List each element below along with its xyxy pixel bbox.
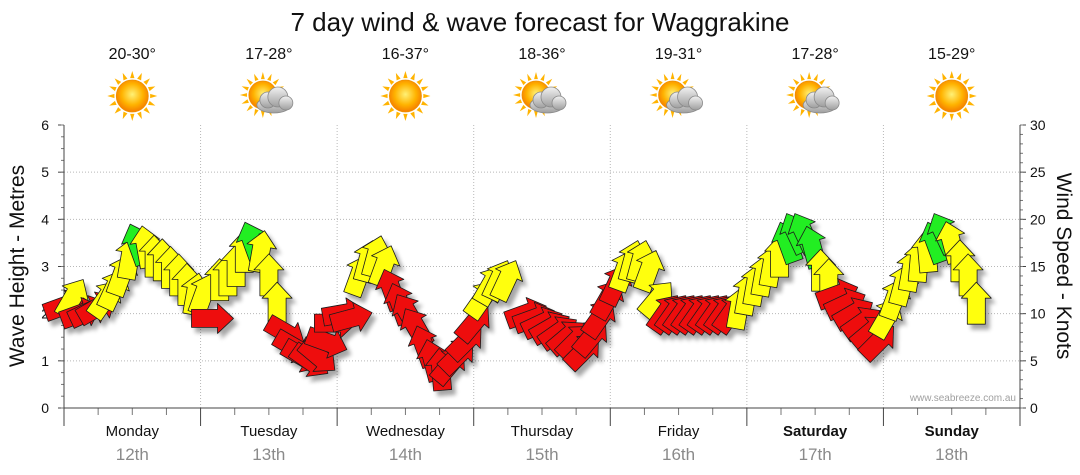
day-date: 16th (662, 445, 695, 464)
temp-range: 19-31° (655, 46, 702, 63)
day-date: 14th (389, 445, 422, 464)
wind-arrow (191, 302, 234, 334)
y-axis-left-label: Wave Height - Metres (6, 165, 29, 367)
day-date: 12th (116, 445, 149, 464)
sun-cloud-icon (786, 72, 840, 118)
day-name: Sunday (925, 423, 980, 440)
day-name: Wednesday (366, 423, 445, 440)
y-tick-label-right: 5 (1030, 353, 1038, 369)
chart-title: 7 day wind & wave forecast for Waggrakin… (290, 7, 789, 37)
y-tick-label-right: 25 (1030, 164, 1046, 180)
day-name: Saturday (783, 423, 848, 440)
y-tick-label-right: 15 (1030, 259, 1046, 275)
y-tick-label-left: 5 (41, 164, 49, 180)
day-date: 18th (935, 445, 968, 464)
day-name: Tuesday (240, 423, 297, 440)
temp-range: 18-36° (518, 46, 565, 63)
temp-range: 17-28° (245, 46, 292, 63)
sun-icon (107, 71, 158, 121)
day-name: Thursday (511, 423, 574, 440)
y-tick-label-right: 30 (1030, 117, 1046, 133)
temp-range: 15-29° (928, 46, 975, 63)
wind-arrow (261, 281, 293, 325)
y-axis-right-label: Wind Speed - Knots (1052, 173, 1075, 360)
wind-arrow (328, 301, 373, 333)
day-name: Monday (106, 423, 160, 440)
temp-range: 17-28° (791, 46, 838, 63)
temp-range: 20-30° (109, 46, 156, 63)
wind-arrow (489, 260, 524, 303)
day-date: 13th (252, 445, 285, 464)
temp-range: 16-37° (382, 46, 429, 63)
sun-icon (926, 71, 977, 121)
y-tick-label-right: 20 (1030, 211, 1046, 227)
day-date: 15th (525, 445, 558, 464)
sun-icon (380, 71, 431, 121)
wind-arrow (960, 281, 992, 325)
sun-cloud-icon (513, 72, 567, 118)
sun-cloud-icon (239, 72, 294, 118)
y-tick-label-left: 3 (41, 259, 49, 275)
sun-cloud-icon (649, 72, 703, 118)
y-tick-label-left: 6 (41, 117, 49, 133)
y-tick-label-left: 0 (41, 400, 49, 416)
wind-arrow (303, 326, 348, 359)
y-tick-label-right: 0 (1030, 400, 1038, 416)
y-tick-label-right: 10 (1030, 306, 1046, 322)
day-name: Friday (658, 423, 700, 440)
watermark: www.seabreeze.com.au (909, 393, 1016, 404)
y-tick-label-left: 4 (41, 211, 49, 227)
wind-arrow (632, 250, 666, 294)
day-date: 17th (799, 445, 832, 464)
y-tick-label-left: 1 (41, 353, 49, 369)
